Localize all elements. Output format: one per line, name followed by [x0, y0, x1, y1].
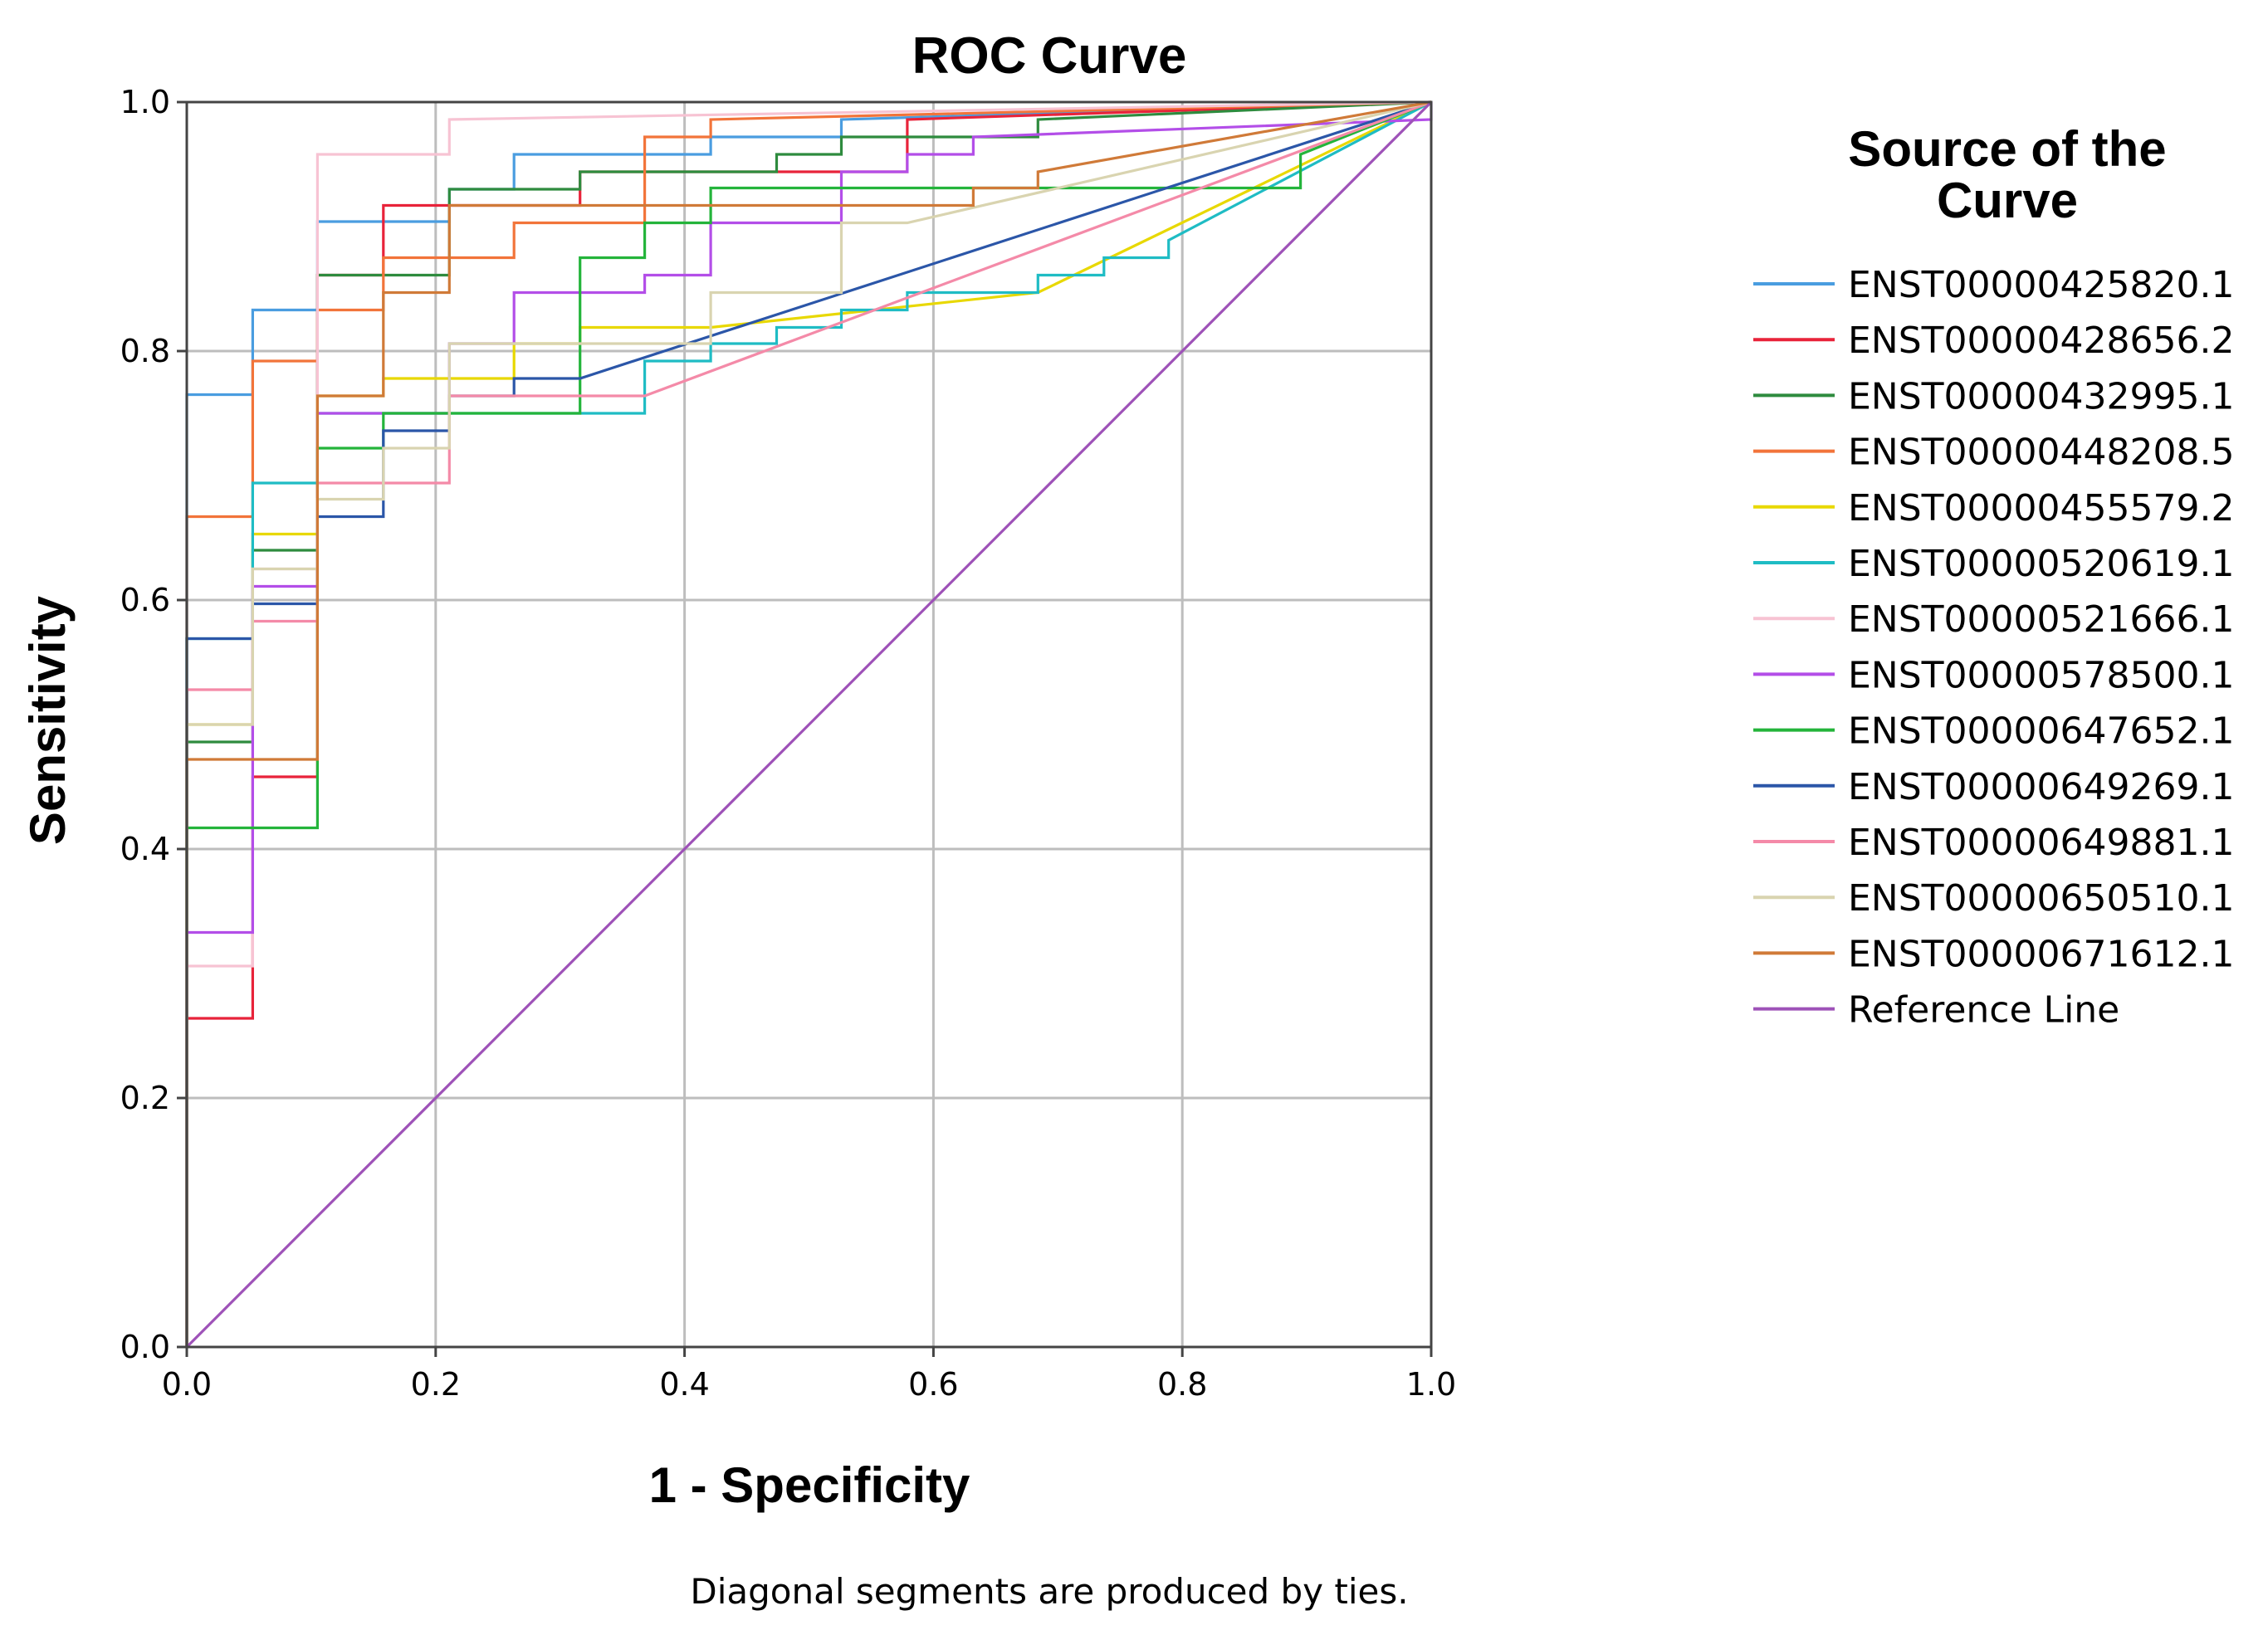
- x-tick-label: 0.4: [659, 1366, 709, 1403]
- chart-footnote: Diagonal segments are produced by ties.: [690, 1571, 1408, 1612]
- y-tick-label: 1.0: [120, 84, 170, 120]
- series-line-reference-line: [185, 100, 1433, 1349]
- x-tick-label: 0.6: [908, 1366, 958, 1403]
- legend-label-enst00000448208-5: ENST00000448208.5: [1848, 432, 2234, 474]
- series-line-enst00000448208-5: [185, 100, 1432, 1347]
- series-line-enst00000520619-1: [185, 100, 1432, 1347]
- legend-label-enst00000578500-1: ENST00000578500.1: [1848, 654, 2234, 696]
- series-lines: [185, 100, 1433, 1349]
- x-axis-ticks: 0.0 0.2 0.4 0.6 0.8 1.0: [162, 1347, 1456, 1403]
- legend-label-enst00000650510-1: ENST00000650510.1: [1848, 877, 2234, 920]
- y-axis-ticks: 0.0 0.2 0.4 0.6 0.8 1.0: [120, 84, 187, 1365]
- y-tick-label: 0.6: [120, 582, 170, 618]
- legend-label-enst00000428656-2: ENST00000428656.2: [1848, 320, 2234, 362]
- legend-label-enst00000649881-1: ENST00000649881.1: [1848, 822, 2234, 864]
- legend: Source of the Curve ENST00000425820.1 ENS…: [1753, 121, 2234, 1032]
- legend-label-enst00000520619-1: ENST00000520619.1: [1848, 543, 2234, 585]
- legend-label-enst00000647652-1: ENST00000647652.1: [1848, 710, 2234, 753]
- legend-title-line-2: Curve: [1937, 173, 2078, 228]
- y-tick-label: 0.4: [120, 831, 170, 867]
- y-tick-label: 0.2: [120, 1080, 170, 1116]
- legend-label-enst00000432995-1: ENST00000432995.1: [1848, 375, 2234, 417]
- legend-label-enst00000521666-1: ENST00000521666.1: [1848, 598, 2234, 641]
- y-axis-label: Sensitivity: [20, 595, 76, 845]
- legend-title-line-1: Source of the: [1848, 121, 2166, 177]
- grid-lines: [187, 102, 1431, 1347]
- legend-label-enst00000425820-1: ENST00000425820.1: [1848, 264, 2234, 306]
- series-line-enst00000650510-1: [185, 100, 1432, 1347]
- x-tick-label: 1.0: [1406, 1366, 1456, 1403]
- x-tick-label: 0.2: [411, 1366, 461, 1403]
- series-line-enst00000671612-1: [185, 100, 1432, 1347]
- legend-label-enst00000455579-2: ENST00000455579.2: [1848, 487, 2234, 530]
- x-axis-label: 1 - Specificity: [649, 1457, 970, 1513]
- chart-title: ROC Curve: [912, 27, 1187, 85]
- legend-label-reference-line: Reference Line: [1848, 989, 2119, 1032]
- legend-label-enst00000671612-1: ENST00000671612.1: [1848, 933, 2234, 975]
- plot-frame: [185, 100, 1433, 1349]
- y-tick-label: 0.8: [120, 333, 170, 369]
- x-tick-label: 0.8: [1157, 1366, 1207, 1403]
- legend-label-enst00000649269-1: ENST00000649269.1: [1848, 766, 2234, 808]
- series-line-enst00000578500-1: [185, 102, 1433, 1347]
- x-tick-label: 0.0: [162, 1366, 212, 1403]
- y-tick-label: 0.0: [120, 1329, 170, 1365]
